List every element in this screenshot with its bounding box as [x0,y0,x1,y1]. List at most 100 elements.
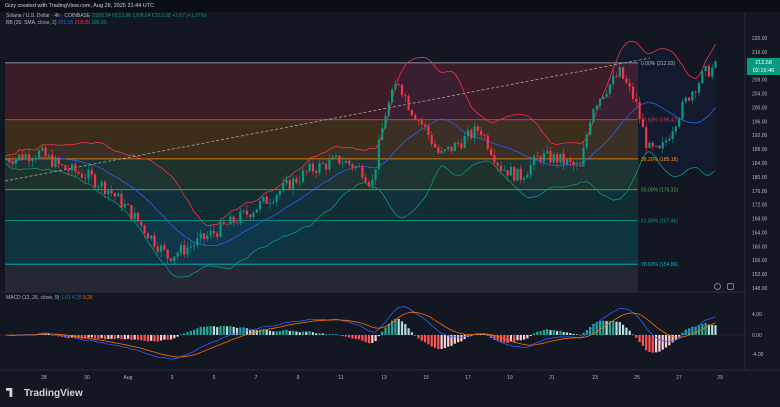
candle-body [450,146,453,152]
candle-body [282,183,285,191]
macd-hist-bar [556,331,559,335]
macd-hist-bar [598,320,602,335]
candle-body [153,235,156,247]
fib-zone [5,220,638,265]
symbol-legend: Solana / U.S. Dollar · 4h · COINBASE O20… [6,13,207,20]
time-tick: 19 [507,375,513,381]
candle-body [84,177,87,179]
chart-canvas[interactable]: 220.00216.00212.00208.00204.00200.00196.… [0,0,780,384]
candle-body [638,101,641,120]
candle-body [496,162,499,166]
macd-hist-bar [321,333,324,335]
macd-line [5,306,716,360]
macd-hist-bar [239,327,242,335]
settings-icon[interactable] [727,283,734,290]
time-tick: 29 [717,375,723,381]
macd-hist-bar [196,328,199,335]
candle-body [103,181,107,195]
macd-value: 4.29 [71,295,82,301]
candle-body [367,181,371,186]
macd-hist-bar [486,335,489,337]
candle-body [625,78,628,83]
macd-hist-bar [288,330,291,335]
price-tick: 164.00 [752,230,768,236]
candle-body [476,126,479,131]
candle-body [529,164,532,175]
candle-body [130,205,133,220]
candle-body [430,135,433,145]
macd-hist-bar [523,335,526,340]
macd-hist-bar [447,335,450,347]
macd-hist-bar [367,335,371,344]
candle-body [457,142,460,144]
macd-hist-bar [216,327,219,335]
macd-hist-bar [697,325,701,335]
candle-body [473,126,476,139]
candle-body [285,180,288,184]
candle-body [427,126,430,136]
macd-hist-bar [645,335,648,351]
candle-body [579,164,582,167]
macd-hist-bar [420,335,423,341]
candle-body [572,162,575,166]
macd-hist-bar [255,330,258,335]
candle-body [334,155,338,158]
candle-body [546,150,549,154]
candle-body [361,166,364,178]
macd-hist-bar [54,335,57,336]
candle-body [523,177,526,180]
candle-body [87,169,90,179]
replay-icon[interactable] [714,283,721,290]
candle-body [136,212,140,222]
candle-body [631,86,635,99]
macd-hist-bar [414,335,417,336]
macd-hist-bar [278,331,281,335]
candle-body [585,134,588,148]
candle-body [94,174,97,188]
macd-hist-bar [506,335,509,343]
price-tick: 156.00 [752,258,768,264]
macd-hist-bar [229,326,232,335]
candle-body [595,105,598,110]
price-axis[interactable]: 220.00216.00212.00208.00204.00200.00196.… [752,36,768,292]
candle-body [117,193,120,197]
candle-body [711,67,714,77]
candle-body [674,126,677,132]
macd-hist-bar [602,320,605,335]
candle-body [483,135,486,136]
candle-body [268,202,272,204]
candle-body [222,221,225,225]
time-tick: 9 [297,375,300,381]
candle-body [641,119,644,128]
time-tick: 17 [465,375,471,381]
macd-hist-bar [440,335,443,349]
bb-lower-value: 185.65 [91,20,107,26]
price-tick: 176.00 [752,189,768,195]
candle-body [664,140,668,143]
candle-body [344,160,347,163]
time-axis[interactable]: 28 30 Aug 3 5 7 9 11 13 15 17 19 21 23 25 27 29 [41,375,723,381]
candle-body [506,170,509,176]
price-tick: 152.00 [752,272,768,278]
macd-hist-bar [348,335,351,338]
candle-body [499,165,503,171]
candle-body [235,222,239,224]
candle-body [146,233,149,239]
candle-body [655,145,658,147]
macd-hist-bar [714,325,717,335]
macd-hist-bar [169,335,173,340]
candle-body [582,147,585,167]
time-tick: 15 [423,375,429,381]
price-tick: 200.00 [752,105,768,111]
candle-body [407,96,410,110]
candle-body [252,212,255,218]
macd-hist-bar [285,329,288,335]
candle-body [209,230,212,236]
macd-hist-bar [493,335,496,340]
candle-body [179,245,182,254]
macd-hist-bar [117,335,120,339]
macd-hist-bar [315,333,318,335]
candle-body [348,160,351,165]
candle-body [598,98,602,106]
ohlc-values: O209.94 H213.96 L209.64 C212.58 +2.67 (+… [91,13,207,19]
